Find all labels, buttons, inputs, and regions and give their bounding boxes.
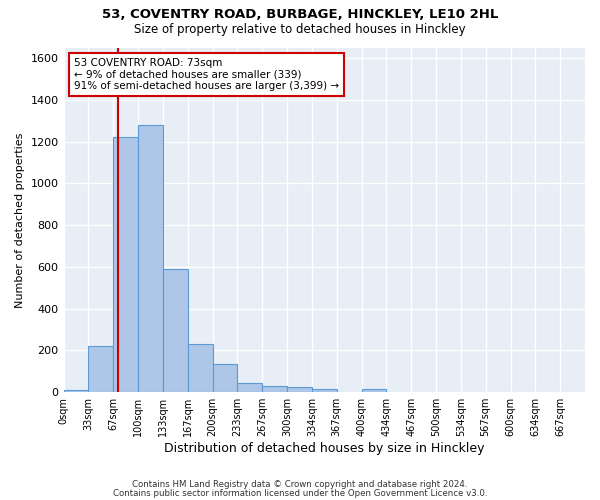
Text: Contains HM Land Registry data © Crown copyright and database right 2024.: Contains HM Land Registry data © Crown c… [132,480,468,489]
Bar [362,389,386,392]
Bar [88,346,113,392]
Text: Size of property relative to detached houses in Hinckley: Size of property relative to detached ho… [134,22,466,36]
Bar [212,364,238,392]
X-axis label: Distribution of detached houses by size in Hinckley: Distribution of detached houses by size … [164,442,485,455]
Bar [163,269,188,392]
Bar [287,387,312,392]
Bar [113,138,138,392]
Text: Contains public sector information licensed under the Open Government Licence v3: Contains public sector information licen… [113,488,487,498]
Bar [188,344,212,392]
Text: 53, COVENTRY ROAD, BURBAGE, HINCKLEY, LE10 2HL: 53, COVENTRY ROAD, BURBAGE, HINCKLEY, LE… [102,8,498,20]
Y-axis label: Number of detached properties: Number of detached properties [15,132,25,308]
Text: 53 COVENTRY ROAD: 73sqm
← 9% of detached houses are smaller (339)
91% of semi-de: 53 COVENTRY ROAD: 73sqm ← 9% of detached… [74,58,339,91]
Bar [138,125,163,392]
Bar [262,386,287,392]
Bar [238,383,262,392]
Bar [312,389,337,392]
Bar [64,390,88,392]
